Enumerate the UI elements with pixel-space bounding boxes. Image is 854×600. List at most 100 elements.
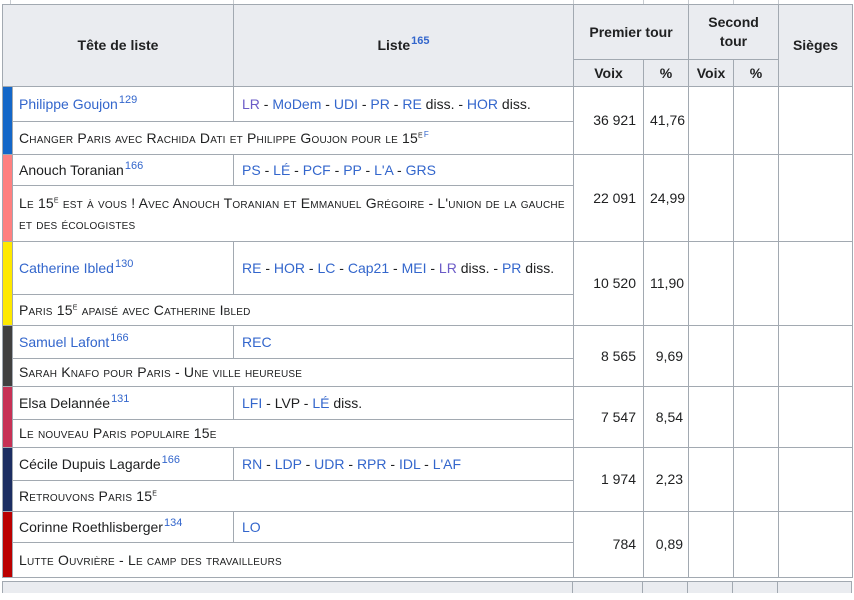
party-link[interactable]: RPR <box>356 455 387 472</box>
party-link[interactable]: RE <box>402 95 422 112</box>
party-link[interactable]: MEI <box>401 259 427 276</box>
party-link[interactable]: HOR <box>466 95 499 112</box>
candidate-name: Anouch Toranian <box>19 161 124 178</box>
sieges-cell <box>778 386 854 448</box>
party-link[interactable]: LO <box>242 518 261 535</box>
party-link[interactable]: LC <box>317 259 336 276</box>
candidate-row: Anouch Toranian166 PS - LÉ - PCF - PP - L… <box>2 154 854 242</box>
ordinal-sup: e <box>53 194 59 206</box>
party-color-bar <box>2 325 13 387</box>
candidate-name-cell: Cécile Dupuis Lagarde166 <box>11 447 235 481</box>
header-tete-de-liste: Tête de liste <box>1 4 235 87</box>
slogan-row: Le 15e est à vous ! Avec Anouch Toranian… <box>3 185 853 242</box>
reference-link[interactable]: 166 <box>161 454 180 467</box>
liste-parties-cell: RE - HOR - LC - Cap21 - MEI - LR diss. -… <box>233 241 575 295</box>
candidate-name-cell: Corinne Roethlisberger134 <box>11 511 235 543</box>
party-link[interactable]: PP <box>343 161 362 178</box>
party-link[interactable]: LDP <box>274 455 302 472</box>
reference-link[interactable]: 131 <box>111 393 130 406</box>
liste-parties-cell: PS - LÉ - PCF - PP - L'A - GRS <box>233 154 575 186</box>
reference-link[interactable]: 165 <box>411 35 430 48</box>
header-pct-1: % <box>643 59 690 87</box>
party-link[interactable]: LÉ <box>312 394 330 411</box>
reference-link[interactable]: 129 <box>118 94 138 107</box>
row-gap <box>2 578 852 581</box>
sieges-cell <box>778 154 854 242</box>
candidate-name: Corinne Roethlisberger <box>19 518 163 535</box>
candidate-row: Samuel Lafont166 REC 8 565 9,69 <box>2 325 854 387</box>
candidate-name-cell: Catherine Ibled130 <box>11 241 235 295</box>
pct-premier-cell: 9,69 <box>643 325 690 387</box>
party-link[interactable]: PR <box>370 95 390 112</box>
ordinal-sup: e <box>72 301 78 313</box>
candidate-link[interactable]: Catherine Ibled <box>19 259 114 276</box>
party-link[interactable]: L'A <box>374 161 394 178</box>
sieges-cell <box>778 241 854 326</box>
sieges-cell <box>778 447 854 512</box>
liste-parties-cell: REC <box>233 325 575 359</box>
pct-premier-cell: 11,90 <box>643 241 690 326</box>
voix-premier-cell: 7 547 <box>573 386 645 448</box>
candidate-name-cell: Samuel Lafont166 <box>11 325 235 359</box>
diss-label: diss. <box>498 95 531 112</box>
party-link[interactable]: UDI <box>333 95 358 112</box>
party-link[interactable]: UDR <box>314 455 345 472</box>
party-link[interactable]: LFI <box>242 394 263 411</box>
party-label: LVP <box>274 394 300 411</box>
sieges-cell <box>778 86 854 155</box>
party-link[interactable]: Cap21 <box>347 259 390 276</box>
candidate-name-cell: Philippe Goujon129 <box>11 86 235 122</box>
voix-premier-cell: 36 921 <box>573 86 645 155</box>
party-link[interactable]: PS <box>242 161 261 178</box>
pct-premier-cell: 41,76 <box>643 86 690 155</box>
party-link[interactable]: REC <box>242 333 272 350</box>
party-link[interactable]: HOR <box>273 259 306 276</box>
diss-label: diss. <box>456 259 490 276</box>
party-link[interactable]: PCF <box>302 161 331 178</box>
voix-second-cell <box>688 86 735 155</box>
reference-link[interactable]: 166 <box>124 160 144 173</box>
slogan-row: Lutte Ouvrière - Le camp des travailleur… <box>3 542 853 578</box>
diss-label: diss. <box>329 394 363 411</box>
voix-second-cell <box>688 386 735 448</box>
party-link[interactable]: PR <box>501 259 522 276</box>
candidate-name: Elsa Delannée <box>19 394 111 411</box>
candidate-row: Elsa Delannée131 LFI - LVP - LÉ diss. 7 54… <box>2 386 854 448</box>
header-pct-2: % <box>733 59 780 87</box>
party-link[interactable]: LR <box>438 259 457 276</box>
reference-link[interactable]: 166 <box>110 332 129 345</box>
voix-second-cell <box>688 154 735 242</box>
party-link[interactable]: LR <box>242 95 260 112</box>
voix-second-cell <box>688 241 735 326</box>
reference-link[interactable]: 130 <box>114 258 134 271</box>
candidate-row: Philippe Goujon129 LR - MoDem - UDI - PR … <box>2 86 854 155</box>
pct-second-cell <box>733 86 780 155</box>
reference-link[interactable]: 134 <box>163 517 183 530</box>
candidate-link[interactable]: Philippe Goujon <box>19 95 118 112</box>
pct-second-cell <box>733 447 780 512</box>
ordinal-sup: e <box>418 129 423 141</box>
cropped-row-above <box>2 0 852 4</box>
party-link[interactable]: L'AF <box>432 455 462 472</box>
party-link[interactable]: IDL <box>398 455 421 472</box>
note-link[interactable]: f <box>423 128 429 141</box>
pct-second-cell <box>733 386 780 448</box>
party-link[interactable]: GRS <box>405 161 436 178</box>
party-link[interactable]: RN <box>242 455 263 472</box>
list-slogan-cell: Sarah Knafo pour Paris - Une ville heure… <box>11 358 575 387</box>
party-color-bar <box>2 86 13 155</box>
slogan-row: Paris 15e apaisé avec Catherine Ibled <box>3 294 853 326</box>
header-voix-1: Voix <box>573 59 645 87</box>
party-link[interactable]: RE <box>242 259 262 276</box>
liste-parties-cell: LO <box>233 511 575 543</box>
candidate-link[interactable]: Samuel Lafont <box>19 333 110 350</box>
voix-premier-cell: 8 565 <box>573 325 645 387</box>
slogan-row: Retrouvons Paris 15e <box>3 480 853 512</box>
header-liste: Liste165 <box>233 4 575 87</box>
party-link[interactable]: MoDem <box>272 95 322 112</box>
party-color-bar <box>2 447 13 512</box>
party-link[interactable]: LÉ <box>273 161 291 178</box>
header-sieges: Sièges <box>778 4 854 87</box>
candidate-name: Cécile Dupuis Lagarde <box>19 455 161 472</box>
